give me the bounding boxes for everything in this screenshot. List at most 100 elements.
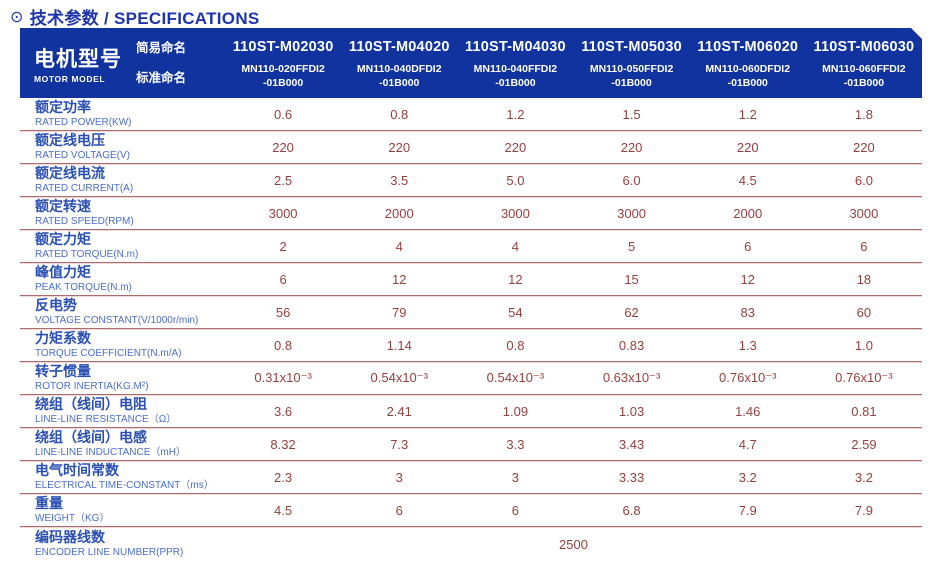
cell-value: 0.8	[390, 106, 409, 122]
table-row: 额定线电流 RATED CURRENT(A) 2.5 3.5 5.0 6.0 4.5 6.0	[20, 164, 922, 197]
row-label-en: LINE-LINE RESISTANCE（Ω）	[35, 413, 177, 425]
cell-value: 7.9	[738, 502, 757, 518]
cell-value: 1.2	[738, 106, 757, 122]
row-label-zh: 额定线电流	[35, 165, 105, 182]
row-label-en: RATED TORQUE(N.m)	[35, 248, 139, 260]
simple-name-cols: 110ST-M02030 110ST-M04020 110ST-M04030 110S…	[225, 39, 922, 55]
table-row: 额定线电压 RATED VOLTAGE(V) 220 220 220 220 220 220	[20, 131, 922, 164]
cell-value: 83	[740, 304, 755, 320]
cell-value: 6.0	[622, 172, 641, 188]
table-header: 电机型号 MOTOR MODEL 简易命名 110ST-M02030 110ST-…	[20, 28, 922, 98]
cell-value: 220	[388, 139, 411, 155]
standard-name-line2: -01B000	[495, 76, 536, 89]
column-simple-name: 110ST-M05030	[581, 38, 682, 55]
cell-value: 18	[856, 271, 872, 287]
row-label-zh: 转子惯量	[35, 363, 91, 380]
column-standard-name: MN110-050FFDI2 -01B000	[573, 63, 689, 89]
row-label-zh: 编码器线数	[35, 529, 105, 546]
row-label-en: PEAK TORQUE(N.m)	[35, 281, 132, 293]
row-label-en: VOLTAGE CONSTANT(V/1000r/min)	[35, 314, 199, 326]
row-label-cell: 峰值力矩 PEAK TORQUE(N.m)	[20, 264, 225, 293]
standard-name-line2: -01B000	[379, 76, 420, 89]
cell-value: 4.5	[738, 172, 757, 188]
standard-name-cols: MN110-020FFDI2 -01B000 MN110-040DFDI2 -01B0…	[225, 63, 922, 89]
cell-value: 0.81	[851, 403, 877, 419]
cell-value: 2.3	[274, 469, 293, 485]
row-label-en: WEIGHT（KG）	[35, 512, 110, 524]
header-columns-area: 简易命名 110ST-M02030 110ST-M04020 110ST-M0403…	[130, 28, 922, 98]
table-row: 电气时间常数 ELECTRICAL TIME-CONSTANT（ms） 2.3 3 3 3…	[20, 461, 922, 494]
standard-name-line1: MN110-050FFDI2	[589, 63, 674, 76]
page-title: ⊙ 技术参数 / SPECIFICATIONS	[0, 0, 943, 29]
row-label-zh: 电气时间常数	[35, 462, 119, 479]
row-label-zh: 绕组（线间）电阻	[35, 396, 147, 413]
row-label-zh: 绕组（线间）电感	[35, 429, 147, 446]
cell-value: 220	[272, 139, 294, 155]
column-simple-name: 110ST-M02030	[232, 38, 334, 55]
cell-value: 0.63x10⁻³	[602, 370, 661, 385]
row-values: 4.5 6 6 6.8 7.9 7.9	[225, 503, 922, 518]
cell-value: 56	[275, 304, 291, 320]
column-simple-name: 110ST-M04020	[348, 38, 450, 55]
cell-value: 1.2	[506, 106, 525, 122]
row-label-en: RATED CURRENT(A)	[35, 182, 134, 194]
column-simple-name: 110ST-M06030	[813, 38, 915, 55]
row-label-cell: 重量 WEIGHT（KG）	[20, 495, 225, 524]
cell-value: 3000	[500, 205, 530, 221]
cell-value: 3.33	[618, 469, 645, 485]
cell-value: 220	[736, 139, 759, 155]
row-label-en: ELECTRICAL TIME-CONSTANT（ms）	[35, 479, 214, 491]
row-values: 2.3 3 3 3.33 3.2 3.2	[225, 470, 922, 485]
cell-value: 1.03	[618, 403, 645, 419]
cell-value: 3.5	[390, 172, 409, 188]
row-label-en: ROTOR INERTIA(KG.M²)	[35, 380, 149, 392]
cell-value: 5	[627, 238, 636, 254]
cell-value: 3.2	[738, 469, 757, 485]
row-label-cell: 绕组（线间）电阻 LINE-LINE RESISTANCE（Ω）	[20, 396, 225, 425]
column-standard-name: MN110-060DFDI2 -01B000	[690, 63, 806, 89]
row-values: 0.31x10⁻³ 0.54x10⁻³ 0.54x10⁻³ 0.63x10⁻³ 0.76…	[225, 370, 922, 386]
cell-value: 1.3	[738, 337, 757, 353]
simple-name-label: 简易命名	[136, 41, 187, 55]
cell-value: 12	[740, 271, 755, 287]
cell-value: 2.41	[386, 403, 412, 419]
row-label-zh: 重量	[35, 495, 63, 512]
cell-value: 79	[392, 304, 407, 320]
row-label-cell: 电气时间常数 ELECTRICAL TIME-CONSTANT（ms）	[20, 462, 225, 491]
encoder-label-cell: 编码器线数 ENCODER LINE NUMBER(PPR)	[20, 529, 225, 557]
cell-value: 1.8	[854, 106, 873, 122]
row-label-cell: 额定线电流 RATED CURRENT(A)	[20, 165, 225, 194]
motor-model-label-en: MOTOR MODEL	[34, 73, 106, 84]
cell-value: 6	[860, 238, 868, 254]
table-row: 重量 WEIGHT（KG） 4.5 6 6 6.8 7.9 7.9	[20, 494, 922, 527]
cell-value: 6	[395, 502, 403, 518]
row-label-cell: 额定力矩 RATED TORQUE(N.m)	[20, 231, 225, 260]
row-values: 6 12 12 15 12 18	[225, 272, 922, 287]
column-simple-name: 110ST-M06020	[697, 38, 799, 55]
row-label-en: TORQUE COEFFICIENT(N.m/A)	[35, 347, 182, 359]
table-row: 绕组（线间）电阻 LINE-LINE RESISTANCE（Ω） 3.6 2.41 1.…	[20, 395, 922, 428]
table-row: 反电势 VOLTAGE CONSTANT(V/1000r/min) 56 79 54 62…	[20, 296, 922, 329]
cell-value: 3	[395, 469, 403, 485]
cell-value: 2000	[733, 205, 763, 221]
row-label-cell: 绕组（线间）电感 LINE-LINE INDUCTANCE（mH）	[20, 429, 225, 458]
row-label-zh: 额定线电压	[35, 132, 105, 149]
column-standard-name: MN110-040DFDI2 -01B000	[341, 63, 457, 89]
standard-name-line2: -01B000	[611, 76, 652, 89]
standard-name-line2: -01B000	[262, 76, 304, 89]
table-row: 力矩系数 TORQUE COEFFICIENT(N.m/A) 0.8 1.14 0.8 0…	[20, 329, 922, 362]
table-body: 额定功率 RATED POWER(KW) 0.6 0.8 1.2 1.5 1.2 1.8 额定线…	[20, 98, 922, 527]
row-label-zh: 反电势	[35, 297, 77, 314]
standard-name-line1: MN110-060FFDI2	[822, 63, 906, 76]
row-values: 2.5 3.5 5.0 6.0 4.5 6.0	[225, 173, 922, 188]
cell-value: 2.5	[274, 172, 293, 188]
row-label-cell: 反电势 VOLTAGE CONSTANT(V/1000r/min)	[20, 297, 225, 326]
row-label-cell: 额定功率 RATED POWER(KW)	[20, 99, 225, 127]
standard-name-line1: MN110-040FFDI2	[473, 63, 558, 76]
cell-value: 5.0	[506, 172, 525, 188]
cell-value: 6	[511, 502, 520, 518]
row-label-en: LINE-LINE INDUCTANCE（mH）	[35, 446, 186, 458]
standard-name-line2: -01B000	[727, 76, 768, 89]
row-values: 3.6 2.41 1.09 1.03 1.46 0.81	[225, 404, 922, 419]
